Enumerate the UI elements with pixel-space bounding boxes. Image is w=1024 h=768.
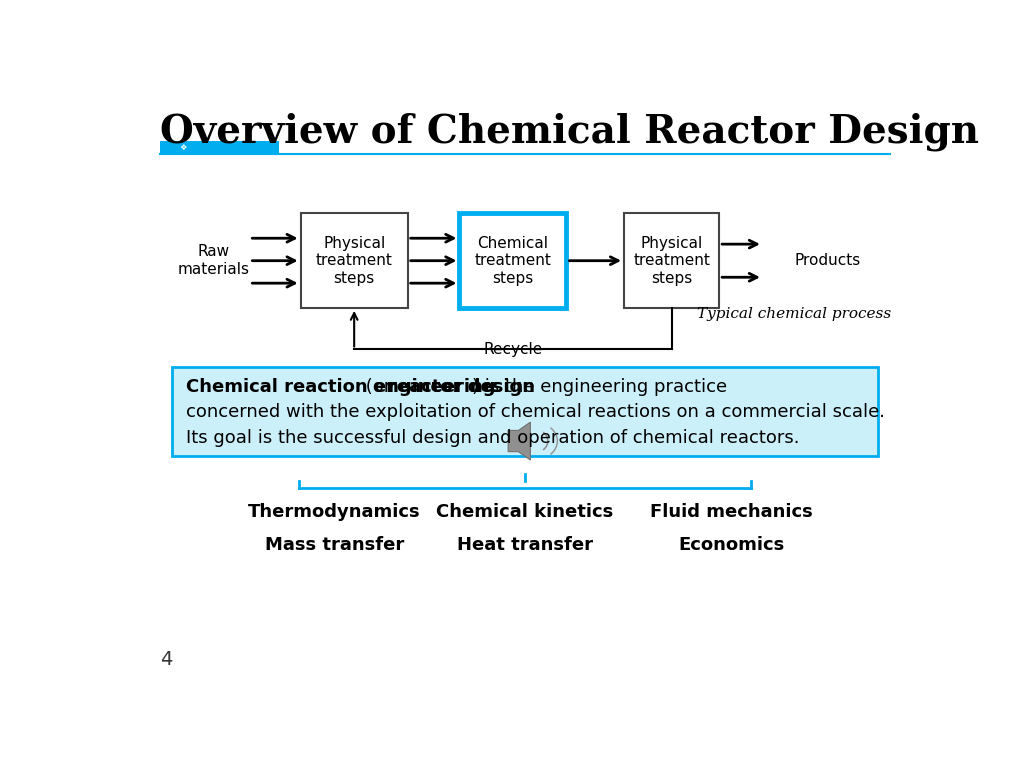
Text: Chemical reaction engineering: Chemical reaction engineering	[186, 378, 496, 396]
Text: Raw
materials: Raw materials	[178, 244, 250, 277]
FancyBboxPatch shape	[301, 214, 408, 308]
Text: Chemical
treatment
steps: Chemical treatment steps	[474, 236, 551, 286]
Text: Mass transfer: Mass transfer	[265, 535, 403, 554]
Text: Physical
treatment
steps: Physical treatment steps	[633, 236, 710, 286]
Text: 4: 4	[160, 650, 172, 669]
Polygon shape	[508, 422, 530, 460]
FancyBboxPatch shape	[160, 141, 279, 154]
Text: ) is the engineering practice: ) is the engineering practice	[472, 378, 728, 396]
Text: Typical chemical process: Typical chemical process	[697, 307, 892, 321]
Text: Overview of Chemical Reactor Design: Overview of Chemical Reactor Design	[160, 113, 979, 151]
Text: Its goal is the successful design and operation of chemical reactors.: Its goal is the successful design and op…	[186, 429, 800, 447]
Text: Fluid mechanics: Fluid mechanics	[650, 503, 812, 521]
Text: Heat transfer: Heat transfer	[457, 535, 593, 554]
Text: Products: Products	[795, 253, 861, 268]
Text: Thermodynamics: Thermodynamics	[248, 503, 421, 521]
FancyBboxPatch shape	[460, 214, 566, 308]
Text: reactor design: reactor design	[388, 378, 536, 396]
Text: Economics: Economics	[678, 535, 784, 554]
Text: Recycle: Recycle	[483, 342, 543, 357]
Text: Chemical kinetics: Chemical kinetics	[436, 503, 613, 521]
Text: ❖: ❖	[179, 144, 187, 152]
Text: concerned with the exploitation of chemical reactions on a commercial scale.: concerned with the exploitation of chemi…	[186, 403, 885, 421]
Text: Physical
treatment
steps: Physical treatment steps	[315, 236, 392, 286]
FancyBboxPatch shape	[172, 367, 878, 456]
Text: (or: (or	[359, 378, 397, 396]
FancyBboxPatch shape	[624, 214, 719, 308]
